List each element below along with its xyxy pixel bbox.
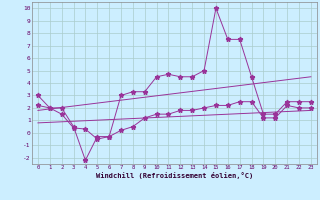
- X-axis label: Windchill (Refroidissement éolien,°C): Windchill (Refroidissement éolien,°C): [96, 172, 253, 179]
